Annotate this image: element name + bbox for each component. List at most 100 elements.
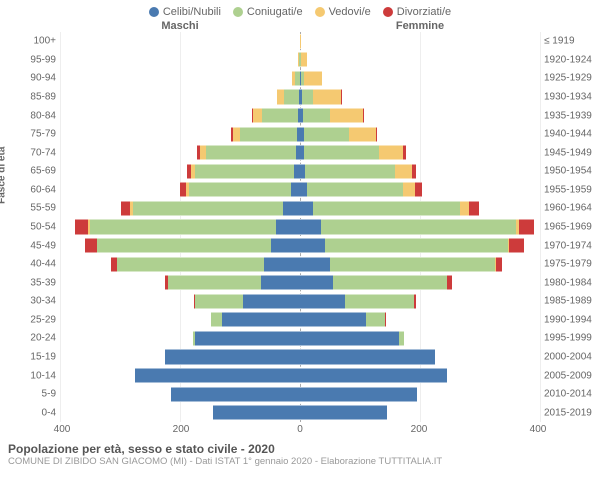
legend-swatch — [149, 7, 159, 17]
bar-male — [60, 368, 300, 383]
legend-item: Celibi/Nubili — [149, 6, 221, 18]
segment — [300, 405, 387, 420]
bar-row — [60, 89, 540, 104]
legend: Celibi/Nubili Coniugati/e Vedovi/e Divorzia… — [0, 0, 600, 20]
bar-row — [60, 219, 540, 234]
bar-male — [60, 34, 300, 49]
segment — [211, 312, 222, 327]
bar-male — [60, 387, 300, 402]
bar-row — [60, 331, 540, 346]
segment — [300, 368, 447, 383]
segment — [341, 89, 342, 104]
segment — [206, 145, 296, 160]
segment — [243, 294, 300, 309]
y-tick-age: 25-29 — [30, 314, 56, 325]
bar-female — [300, 108, 540, 123]
legend-item: Coniugati/e — [233, 6, 303, 18]
x-tick: 0 — [297, 424, 303, 435]
segment — [121, 201, 130, 216]
segment — [189, 182, 291, 197]
segment — [213, 405, 300, 420]
y-tick-age: 60-64 — [30, 184, 56, 195]
bar-row — [60, 34, 540, 49]
x-axis: 4002000200400 — [62, 422, 538, 440]
legend-item: Divorziati/e — [383, 6, 451, 18]
segment — [85, 238, 97, 253]
chart-footer: Popolazione per età, sesso e stato civil… — [0, 440, 600, 467]
segment — [395, 164, 412, 179]
segment — [305, 164, 395, 179]
population-pyramid-chart: Celibi/Nubili Coniugati/e Vedovi/e Divorzia… — [0, 0, 600, 500]
y-tick-birth: 1930-1934 — [544, 91, 592, 102]
segment — [240, 127, 297, 142]
y-tick-age: 10-14 — [30, 370, 56, 381]
bar-male — [60, 164, 300, 179]
y-tick-age: 40-44 — [30, 259, 56, 270]
y-tick-birth: 1955-1959 — [544, 184, 592, 195]
bar-row — [60, 312, 540, 327]
bar-male — [60, 52, 300, 67]
legend-label: Coniugati/e — [247, 6, 303, 18]
segment — [117, 257, 264, 272]
y-axis-right: 2015-20192010-20142005-20092000-20041995… — [542, 32, 600, 422]
y-tick-birth: 1945-1949 — [544, 147, 592, 158]
segment — [363, 108, 364, 123]
y-tick-birth: 1970-1974 — [544, 240, 592, 251]
segment — [300, 349, 435, 364]
legend-label: Divorziati/e — [397, 6, 451, 18]
bar-male — [60, 219, 300, 234]
bar-female — [300, 405, 540, 420]
segment — [301, 52, 307, 67]
segment — [253, 108, 262, 123]
segment — [509, 238, 524, 253]
y-tick-age: 70-74 — [30, 147, 56, 158]
segment — [321, 219, 516, 234]
segment — [171, 387, 300, 402]
y-tick-age: 95-99 — [30, 54, 56, 65]
segment — [222, 312, 300, 327]
segment — [262, 108, 298, 123]
segment — [300, 182, 307, 197]
legend-label: Vedovi/e — [329, 6, 371, 18]
bar-female — [300, 257, 540, 272]
bar-male — [60, 182, 300, 197]
y-axis-left: 0-45-910-1415-1920-2425-2930-3435-3940-4… — [18, 32, 58, 422]
segment — [399, 331, 404, 346]
segment — [330, 257, 495, 272]
bar-male — [60, 294, 300, 309]
bar-female — [300, 89, 540, 104]
legend-swatch — [383, 7, 393, 17]
y-tick-age: 65-69 — [30, 166, 56, 177]
y-tick-birth: 1980-1984 — [544, 277, 592, 288]
y-tick-age: 35-39 — [30, 277, 56, 288]
segment — [403, 145, 406, 160]
bar-row — [60, 238, 540, 253]
segment — [300, 219, 321, 234]
segment — [304, 127, 349, 142]
y-tick-age: 0-4 — [42, 407, 56, 418]
y-tick-birth: 2015-2019 — [544, 407, 592, 418]
legend-swatch — [315, 7, 325, 17]
bar-female — [300, 238, 540, 253]
segment — [345, 294, 414, 309]
bar-male — [60, 349, 300, 364]
y-tick-age: 80-84 — [30, 110, 56, 121]
bar-female — [300, 164, 540, 179]
y-tick-birth: 1995-1999 — [544, 333, 592, 344]
segment — [300, 294, 345, 309]
segment — [307, 182, 403, 197]
segment — [303, 108, 330, 123]
bar-row — [60, 164, 540, 179]
x-tick: 200 — [411, 424, 428, 435]
y-tick-age: 5-9 — [42, 389, 56, 400]
bar-female — [300, 349, 540, 364]
y-tick-age: 85-89 — [30, 91, 56, 102]
segment — [313, 89, 342, 104]
y-tick-age: 20-24 — [30, 333, 56, 344]
plot-area: Fasce di età Anni di nascita 0-45-910-14… — [60, 32, 540, 422]
y-tick-age: 50-54 — [30, 222, 56, 233]
segment — [300, 275, 333, 290]
bar-row — [60, 71, 540, 86]
segment — [302, 89, 313, 104]
bar-female — [300, 368, 540, 383]
